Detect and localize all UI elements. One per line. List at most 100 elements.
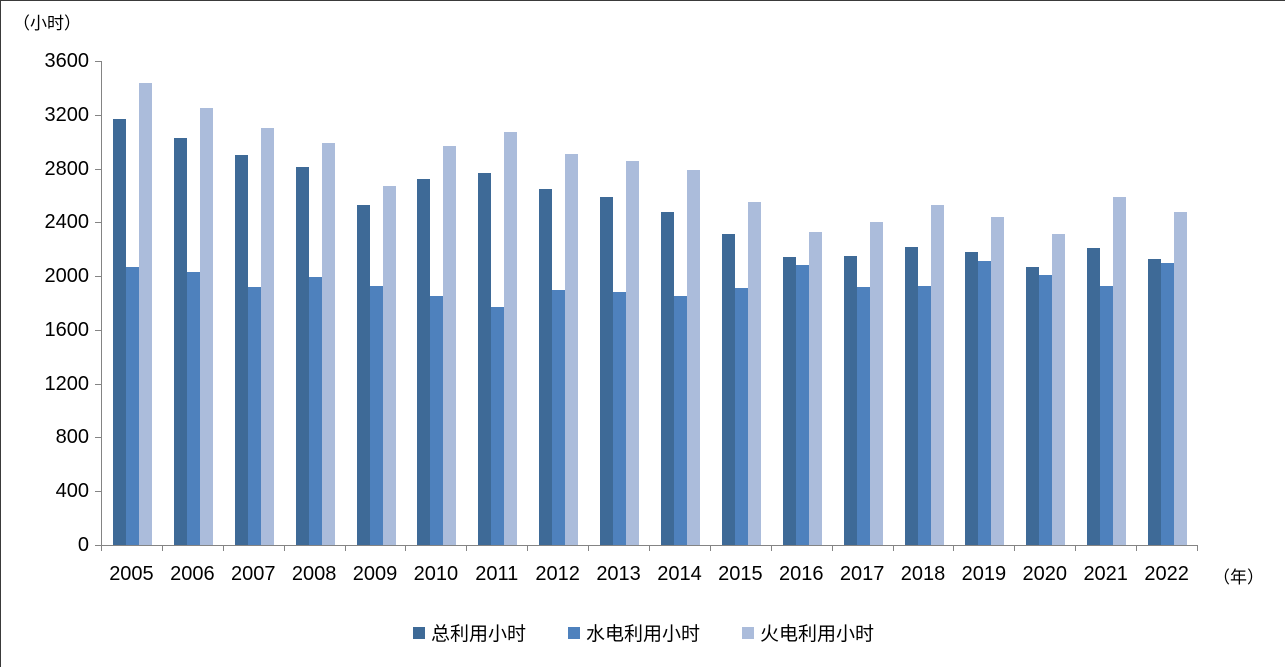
y-tick-label: 400: [55, 480, 89, 503]
bar-水电利用小时-2021: [1100, 285, 1114, 545]
y-tick-mark: [95, 383, 101, 385]
bar-group-2009: [346, 61, 407, 545]
bar-火电利用小时-2007: [260, 128, 274, 545]
y-tick-label: 800: [55, 426, 89, 449]
bar-总利用小时-2013: [600, 196, 614, 545]
x-tick-label-2016: 2016: [778, 563, 824, 585]
legend-swatch-icon: [567, 626, 580, 639]
y-tick-label: 2000: [44, 265, 90, 288]
bar-火电利用小时-2011: [504, 132, 518, 545]
bar-group-2021: [1076, 61, 1137, 545]
bar-火电利用小时-2019: [991, 216, 1005, 545]
x-tick-label-2008: 2008: [291, 563, 337, 585]
bar-group-2015: [711, 61, 772, 545]
x-tick-mark: [1075, 546, 1077, 551]
bar-水电利用小时-2008: [308, 277, 322, 545]
bar-水电利用小时-2016: [795, 265, 809, 545]
x-tick-label-2007: 2007: [230, 563, 276, 585]
bar-group-2013: [589, 61, 650, 545]
bar-火电利用小时-2006: [199, 108, 213, 545]
bar-水电利用小时-2020: [1039, 274, 1053, 545]
bar-group-2012: [528, 61, 589, 545]
bar-火电利用小时-2014: [686, 169, 700, 545]
y-tick-label: 2400: [44, 211, 90, 234]
bar-火电利用小时-2005: [138, 82, 152, 545]
y-tick-mark: [95, 491, 101, 493]
legend-label: 火电利用小时: [760, 624, 875, 645]
bar-水电利用小时-2019: [978, 261, 992, 545]
bar-group-2019: [954, 61, 1015, 545]
x-tick-label-2009: 2009: [352, 563, 398, 585]
x-tick-mark: [1014, 546, 1016, 551]
bar-group-2014: [650, 61, 711, 545]
y-tick-label: 3600: [44, 50, 90, 72]
x-tick-mark: [161, 546, 163, 551]
y-tick-mark: [95, 61, 101, 62]
bar-火电利用小时-2021: [1113, 196, 1127, 545]
x-tick-label-2006: 2006: [170, 563, 215, 585]
y-tick-label: 2800: [44, 157, 90, 180]
bar-水电利用小时-2007: [247, 286, 261, 545]
legend-label: 总利用小时: [430, 624, 526, 645]
bar-总利用小时-2021: [1087, 247, 1101, 545]
bar-总利用小时-2008: [295, 167, 309, 545]
legend: 总利用小时 水电利用小时 火电利用小时: [1, 619, 1285, 646]
legend-swatch-icon: [412, 626, 425, 639]
y-tick-mark: [95, 329, 101, 331]
bar-总利用小时-2017: [843, 255, 857, 545]
bar-火电利用小时-2015: [747, 202, 761, 545]
bar-总利用小时-2018: [904, 246, 918, 545]
bar-水电利用小时-2015: [734, 288, 748, 545]
legend-swatch-icon: [742, 626, 754, 639]
bar-水电利用小时-2006: [186, 272, 200, 545]
bar-group-2010: [406, 61, 467, 545]
bar-总利用小时-2012: [539, 188, 553, 545]
bar-水电利用小时-2010: [430, 296, 444, 545]
bar-火电利用小时-2009: [382, 186, 396, 545]
x-tick-mark: [344, 546, 346, 551]
x-tick-label-2010: 2010: [413, 563, 459, 585]
bar-group-2005: [102, 61, 163, 545]
bar-水电利用小时-2013: [613, 292, 627, 545]
x-tick-label-2014: 2014: [657, 563, 702, 585]
x-tick-mark: [1197, 546, 1198, 551]
x-tick-mark: [466, 546, 468, 551]
y-tick-label: 1600: [44, 318, 90, 341]
y-tick-label: 0: [77, 534, 89, 556]
bar-group-2020: [1015, 61, 1076, 545]
bar-水电利用小时-2018: [917, 285, 931, 545]
x-tick-mark: [831, 546, 833, 551]
bar-group-2007: [224, 61, 285, 545]
bar-总利用小时-2011: [478, 172, 492, 545]
x-tick-label-2019: 2019: [961, 563, 1007, 585]
x-tick-mark: [709, 546, 711, 551]
bar-火电利用小时-2018: [930, 204, 944, 545]
x-tick-label-2021: 2021: [1083, 563, 1128, 585]
x-tick-mark: [405, 546, 407, 551]
x-axis-unit-label: （年）: [1213, 568, 1264, 587]
bar-水电利用小时-2009: [369, 285, 383, 545]
bar-总利用小时-2005: [112, 118, 126, 545]
bar-火电利用小时-2010: [443, 145, 457, 545]
bar-总利用小时-2009: [356, 204, 370, 545]
bar-水电利用小时-2011: [491, 307, 505, 545]
x-tick-mark: [588, 546, 590, 551]
y-tick-mark: [95, 545, 101, 546]
x-tick-mark: [892, 546, 894, 551]
bar-group-2006: [163, 61, 224, 545]
x-tick-mark: [527, 546, 529, 551]
bar-火电利用小时-2017: [869, 222, 883, 545]
y-tick-mark: [95, 276, 101, 278]
bar-总利用小时-2007: [234, 155, 248, 545]
legend-item-水电利用小时: 水电利用小时: [567, 619, 700, 646]
bar-火电利用小时-2013: [626, 160, 640, 545]
bar-group-2018: [894, 61, 955, 545]
bar-水电利用小时-2022: [1161, 262, 1175, 545]
y-tick-mark: [95, 114, 101, 116]
bar-总利用小时-2020: [1026, 266, 1040, 545]
x-tick-label-2015: 2015: [718, 563, 763, 585]
x-tick-label-2020: 2020: [1022, 563, 1068, 585]
bar-group-2016: [772, 61, 833, 545]
legend-item-总利用小时: 总利用小时: [412, 619, 526, 646]
